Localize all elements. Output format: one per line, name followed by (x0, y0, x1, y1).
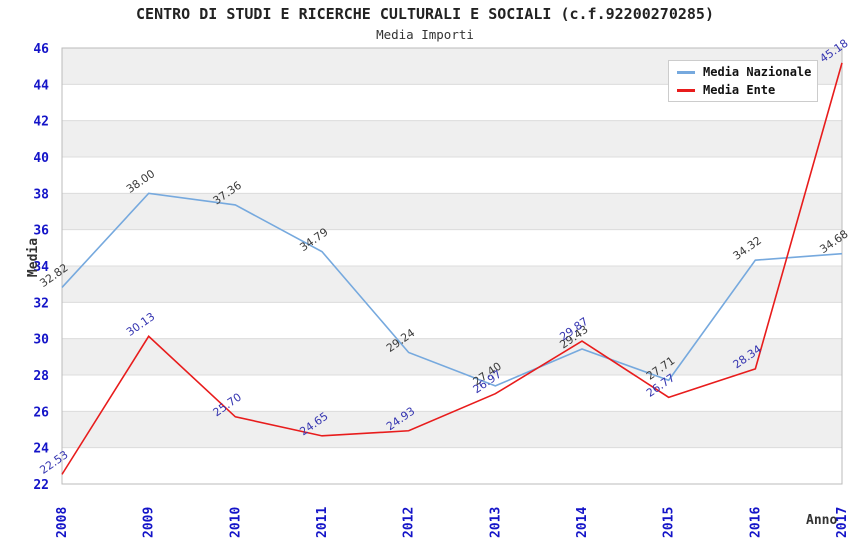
legend-label-media-nazionale: Media Nazionale (703, 65, 812, 79)
series-media-ente-line (61, 62, 843, 475)
y-axis-title: Media (26, 237, 42, 278)
x-tick-label: 2015 (662, 507, 677, 538)
y-tick-label: 34 (33, 260, 49, 275)
x-axis-title: Anno (806, 513, 838, 528)
x-tick-label: 2017 (835, 507, 850, 538)
plot-band (62, 157, 842, 194)
plot-band (62, 266, 842, 303)
legend-item-media-nazionale: Media Nazionale (669, 65, 817, 79)
x-tick-label: 2013 (488, 507, 503, 538)
x-tick-label: 2014 (575, 507, 590, 538)
y-tick-label: 36 (33, 224, 49, 239)
y-tick-label: 44 (33, 78, 49, 93)
series-media-nazionale-line (61, 192, 843, 387)
chart-subtitle: Media Importi (376, 27, 474, 42)
x-tick-label: 2008 (55, 507, 70, 538)
chart-title: CENTRO DI STUDI E RICERCHE CULTURALI E S… (136, 5, 714, 23)
y-tick-label: 22 (33, 478, 49, 493)
plot-border (61, 47, 843, 485)
media-nazionale-line-swatch (677, 70, 695, 74)
x-tick-label: 2009 (142, 507, 157, 538)
y-tick-label: 42 (33, 115, 49, 130)
plot-band (62, 120, 842, 157)
plot-band (62, 193, 842, 230)
y-tick-label: 32 (33, 296, 49, 311)
plot-band (62, 411, 842, 448)
legend-item-media-ente: Media Ente (669, 83, 817, 97)
plot-band (62, 375, 842, 412)
y-tick-label: 40 (33, 151, 49, 166)
x-tick-label: 2010 (228, 507, 243, 538)
legend-label-media-ente: Media Ente (703, 83, 776, 97)
plot-band (62, 229, 842, 266)
y-tick-label: 30 (33, 333, 49, 348)
y-tick-label: 38 (33, 187, 49, 202)
x-tick-label: 2016 (748, 507, 763, 538)
y-tick-label: 26 (33, 405, 49, 420)
plot-band (62, 302, 842, 339)
media-ente-line-swatch (677, 88, 695, 92)
y-tick-label: 24 (33, 442, 49, 457)
y-tick-label: 28 (33, 369, 49, 384)
plot-band (62, 447, 842, 484)
y-tick-label: 46 (33, 42, 49, 57)
legend: Media Nazionale Media Ente (668, 60, 818, 102)
x-tick-label: 2011 (315, 507, 330, 538)
x-tick-label: 2012 (402, 507, 417, 538)
